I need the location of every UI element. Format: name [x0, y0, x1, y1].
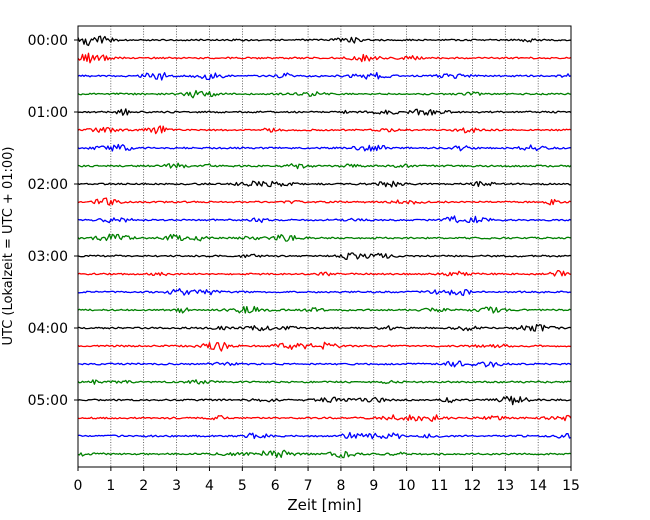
- trace-line: [77, 270, 572, 277]
- trace-line: [77, 252, 572, 260]
- trace-line: [77, 323, 572, 332]
- y-tick-label: 05:00: [28, 393, 68, 409]
- x-tick-label: 12: [463, 478, 481, 494]
- trace-line: [77, 52, 572, 64]
- trace-line: [77, 197, 572, 206]
- x-tick-label: 7: [304, 478, 313, 494]
- y-tick-label: 03:00: [28, 249, 68, 265]
- x-tick-label: 9: [369, 478, 378, 494]
- grid-lines: [110, 26, 539, 467]
- y-tick-label: 02:00: [28, 177, 68, 193]
- x-tick-label: 0: [74, 478, 83, 494]
- y-axis-label: UTC (Lokalzeit = UTC + 01:00): [1, 147, 16, 346]
- trace-line: [77, 125, 572, 135]
- trace-line: [77, 233, 572, 242]
- trace-line: [77, 379, 572, 385]
- trace-line: [77, 449, 572, 459]
- x-tick-label: 5: [238, 478, 247, 494]
- trace-line: [77, 89, 572, 99]
- x-axis-ticks: 0 1 2 3 4 5 6 7 8 9 10 11 12 13 14 15: [74, 467, 580, 494]
- plot-frame: [77, 25, 572, 468]
- x-tick-label: 11: [431, 478, 449, 494]
- trace-line: [77, 71, 572, 81]
- x-tick-label: 15: [562, 478, 580, 494]
- trace-line: [77, 143, 572, 152]
- trace-series: [77, 35, 572, 459]
- x-tick-label: 8: [336, 478, 345, 494]
- trace-line: [77, 431, 572, 440]
- y-axis-ticks: 00:00 01:00 02:00 03:00 04:00 05:00: [28, 33, 78, 409]
- x-tick-label: 3: [172, 478, 181, 494]
- trace-line: [78, 288, 572, 297]
- x-tick-label: 10: [398, 478, 416, 494]
- x-axis-label: Zeit [min]: [287, 496, 361, 514]
- x-tick-label: 1: [106, 478, 115, 494]
- x-tick-label: 2: [139, 478, 148, 494]
- trace-line: [77, 35, 571, 47]
- y-tick-label: 04:00: [28, 321, 68, 337]
- trace-line: [77, 414, 572, 422]
- trace-line: [77, 395, 572, 406]
- trace-line: [77, 180, 571, 188]
- x-tick-label: 6: [271, 478, 280, 494]
- trace-line: [77, 341, 572, 352]
- trace-line: [78, 360, 572, 368]
- trace-line: [77, 305, 572, 314]
- trace-line: [77, 162, 572, 170]
- y-tick-label: 00:00: [28, 33, 68, 49]
- trace-line: [77, 215, 572, 224]
- x-tick-label: 13: [496, 478, 514, 494]
- x-tick-label: 14: [529, 478, 547, 494]
- x-tick-label: 4: [205, 478, 214, 494]
- y-tick-label: 01:00: [28, 105, 68, 121]
- trace-line: [77, 108, 572, 116]
